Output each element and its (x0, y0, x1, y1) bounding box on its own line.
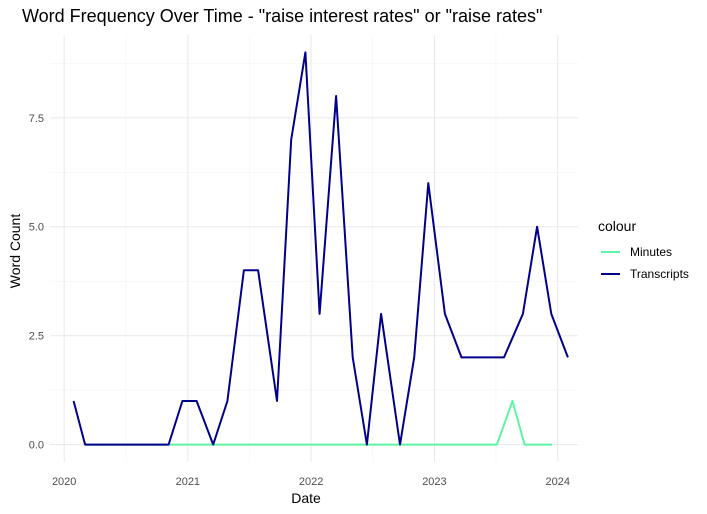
y-tick-label: 7.5 (29, 113, 44, 125)
legend-items: Minutes Transcripts (601, 245, 689, 281)
y-tick-label: 0.0 (29, 440, 44, 452)
minor-gridlines (50, 35, 578, 462)
x-axis-tick-labels: 2020 2021 2022 2023 2024 (52, 476, 570, 488)
series-line-transcripts (72, 51, 569, 446)
x-axis-title: Date (291, 490, 321, 506)
x-tick-label: 2023 (422, 476, 446, 488)
y-tick-label: 2.5 (29, 331, 44, 343)
y-axis-tick-labels: 0.0 2.5 5.0 7.5 (29, 113, 44, 452)
legend-label: Transcripts (630, 267, 689, 281)
x-tick-label: 2021 (176, 476, 200, 488)
y-tick-label: 5.0 (29, 222, 44, 234)
chart-title: Word Frequency Over Time - "raise intere… (22, 6, 542, 26)
y-axis-title: Word Count (7, 214, 23, 289)
series-lines (72, 51, 569, 446)
x-tick-label: 2024 (545, 476, 569, 488)
legend-label: Minutes (630, 245, 672, 259)
x-tick-label: 2020 (52, 476, 76, 488)
legend: colour Minutes Transcripts (598, 218, 689, 281)
x-tick-label: 2022 (299, 476, 323, 488)
legend-title: colour (598, 218, 636, 234)
